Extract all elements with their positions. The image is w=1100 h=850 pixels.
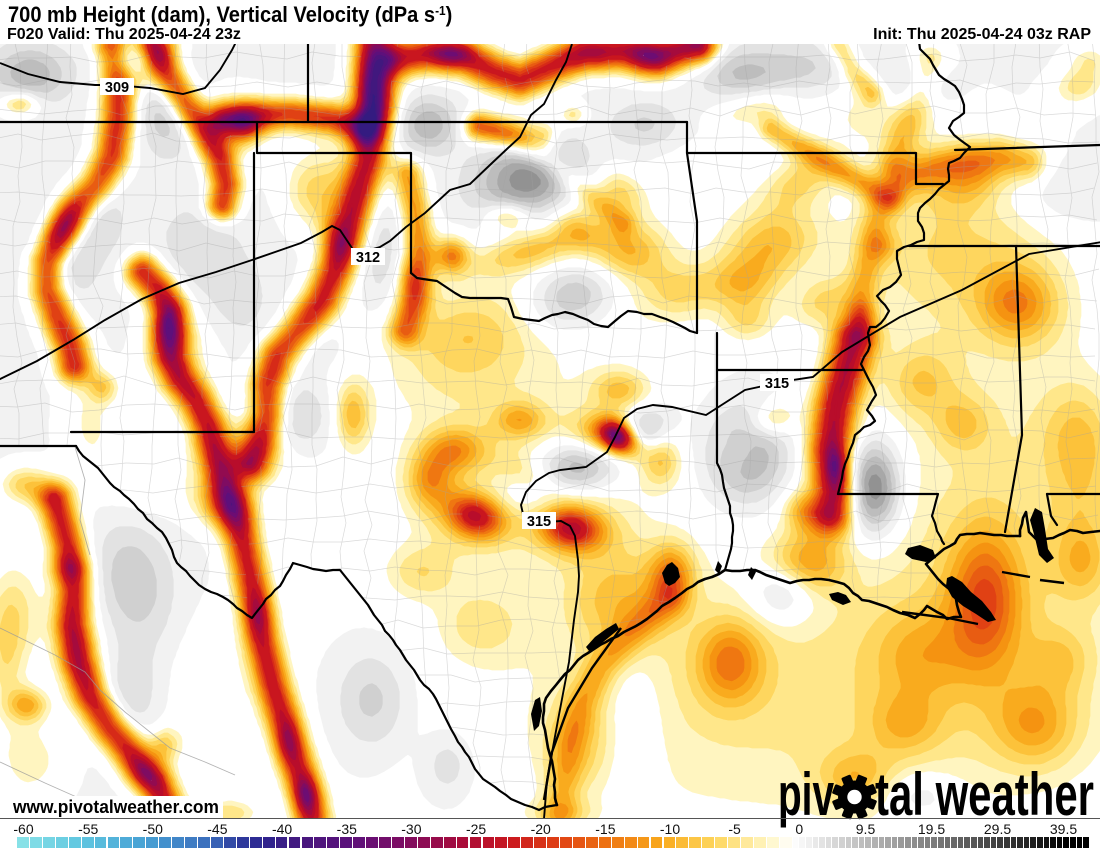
svg-text:315: 315 <box>527 514 551 530</box>
svg-text:piv: piv <box>778 761 834 828</box>
svg-text:315: 315 <box>765 376 789 392</box>
svg-text:312: 312 <box>356 250 380 266</box>
svg-text:309: 309 <box>105 80 129 96</box>
svg-text:tal weather: tal weather <box>875 761 1094 828</box>
